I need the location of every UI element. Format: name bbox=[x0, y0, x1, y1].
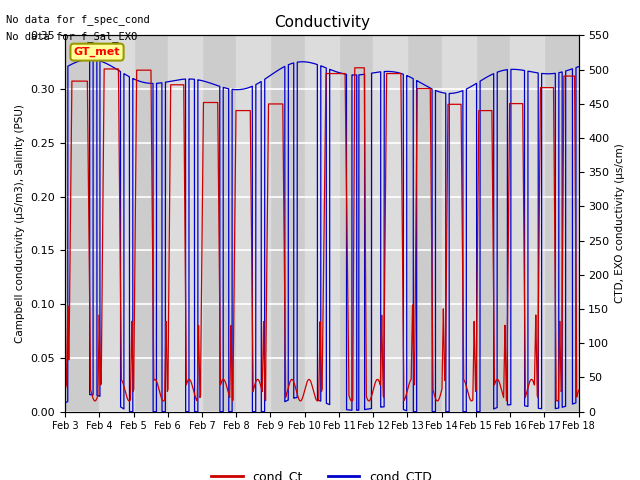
Y-axis label: Campbell conductivity (μS/m3), Salinity (PSU): Campbell conductivity (μS/m3), Salinity … bbox=[15, 104, 25, 343]
Legend: cond_Ct, cond_CTD: cond_Ct, cond_CTD bbox=[207, 465, 437, 480]
Bar bbox=[545, 36, 579, 412]
Bar bbox=[134, 36, 168, 412]
Bar bbox=[168, 36, 202, 412]
Bar bbox=[442, 36, 476, 412]
Bar bbox=[305, 36, 339, 412]
Text: GT_met: GT_met bbox=[74, 47, 120, 57]
Bar bbox=[339, 36, 373, 412]
Y-axis label: CTD, EXO conductivity (μs/cm): CTD, EXO conductivity (μs/cm) bbox=[615, 144, 625, 303]
Bar bbox=[236, 36, 271, 412]
Bar bbox=[65, 36, 99, 412]
Bar bbox=[373, 36, 408, 412]
Text: No data for f_Sal_EXO: No data for f_Sal_EXO bbox=[6, 31, 138, 42]
Bar bbox=[476, 36, 510, 412]
Bar bbox=[510, 36, 545, 412]
Bar bbox=[99, 36, 134, 412]
Title: Conductivity: Conductivity bbox=[274, 15, 370, 30]
Bar bbox=[271, 36, 305, 412]
Bar bbox=[202, 36, 236, 412]
Bar bbox=[408, 36, 442, 412]
Text: No data for f_spec_cond: No data for f_spec_cond bbox=[6, 14, 150, 25]
